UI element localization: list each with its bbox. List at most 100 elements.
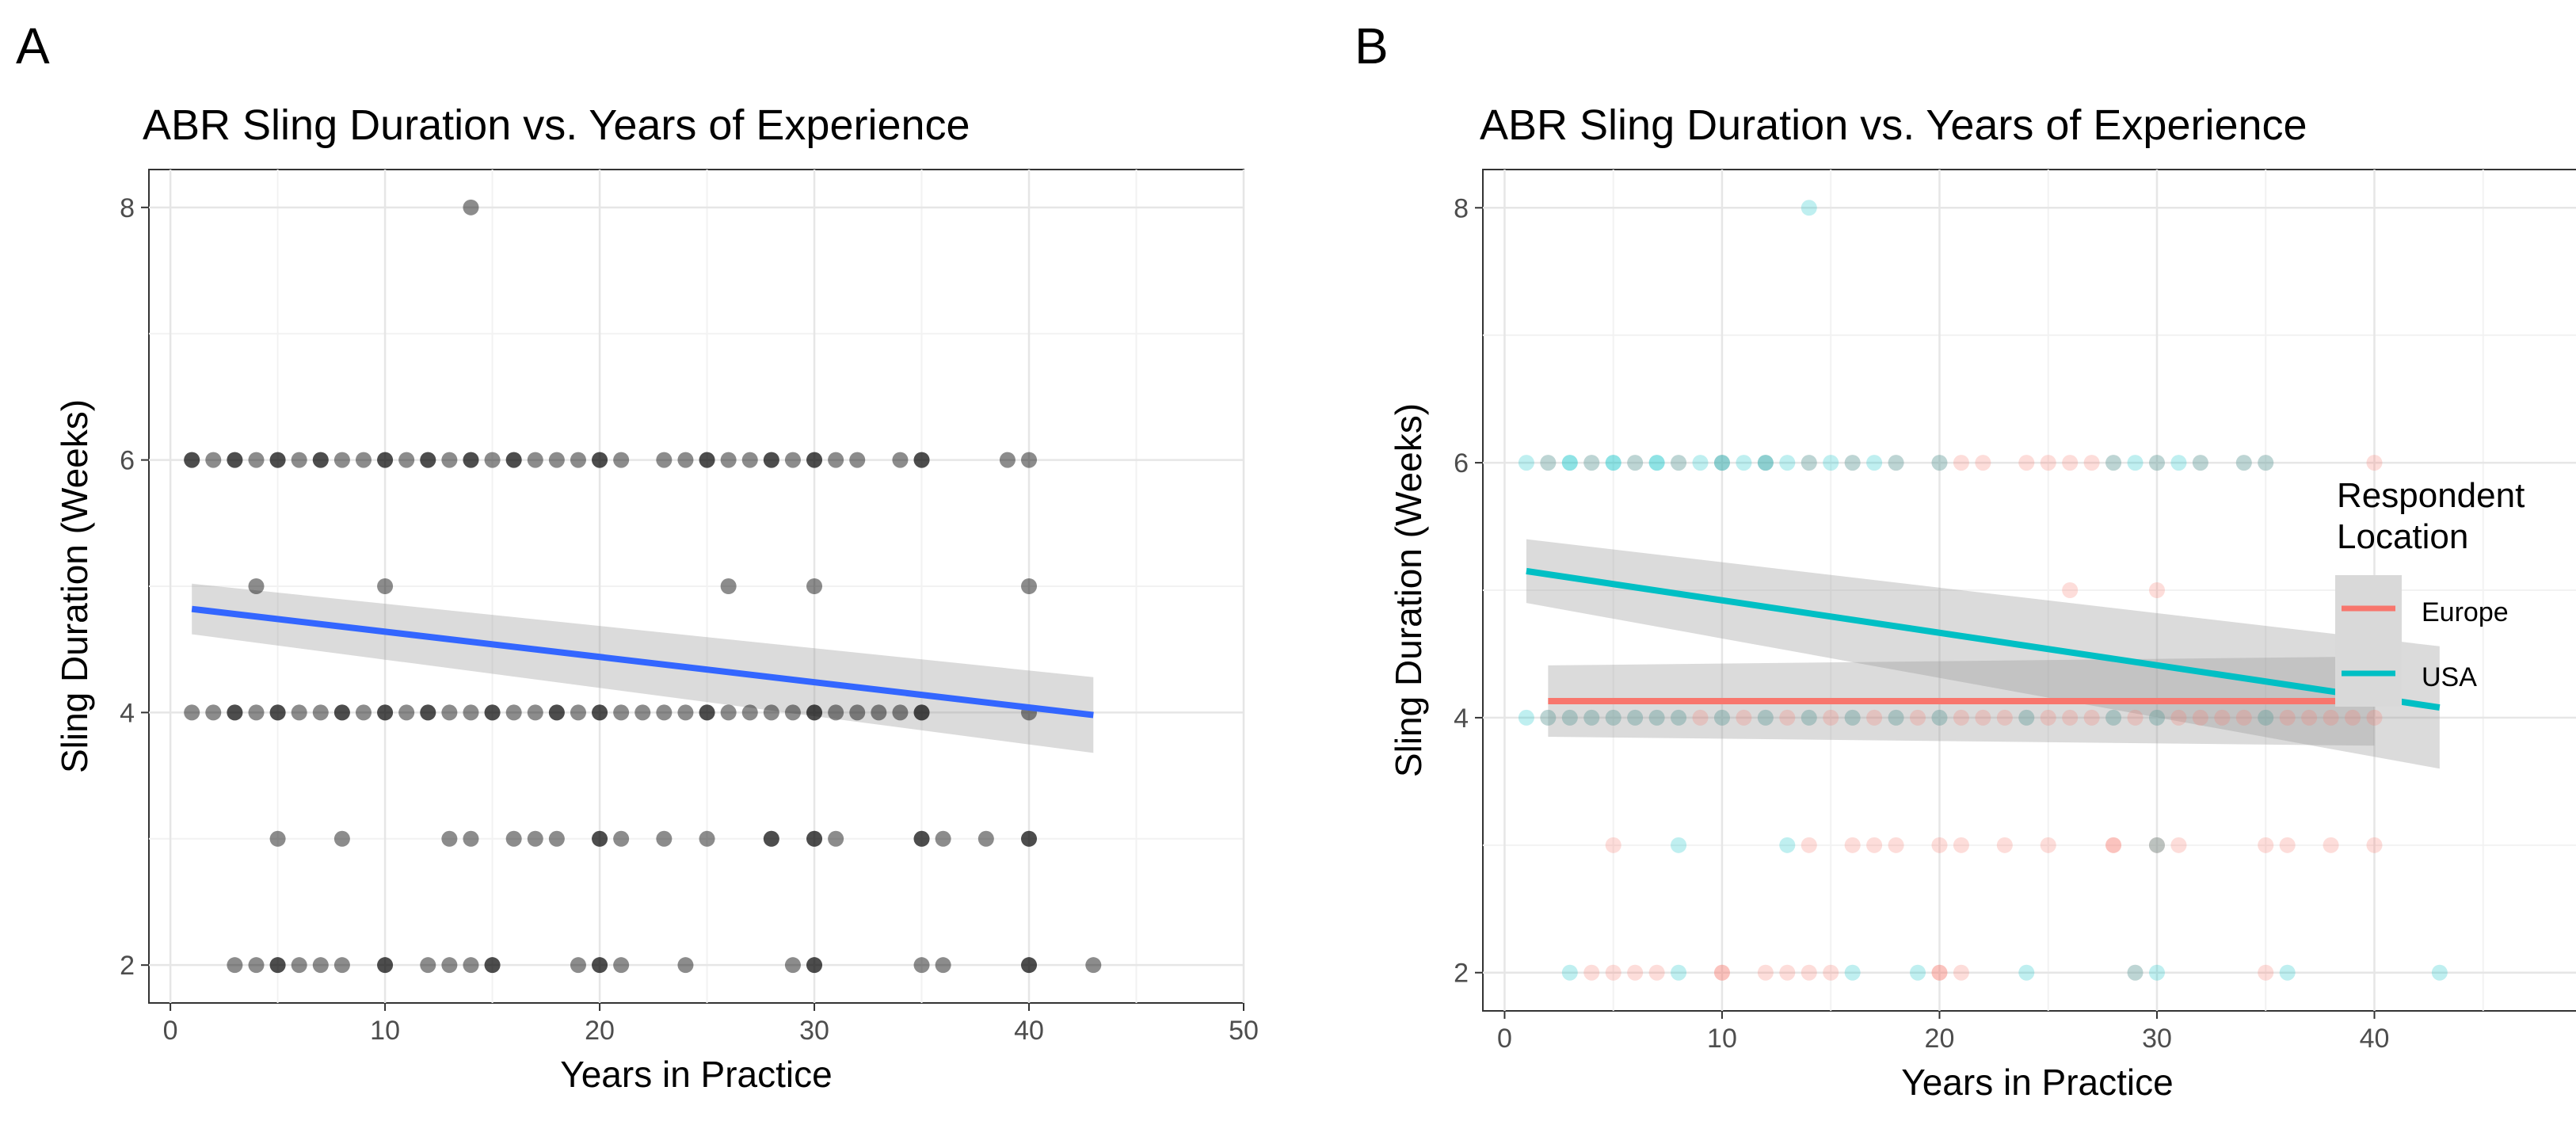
data-point-usa [1627,455,1644,471]
data-point [592,957,608,974]
panel-a-title: ABR Sling Duration vs. Years of Experien… [143,101,970,149]
data-point-europe [1953,837,1969,853]
data-point [720,578,737,594]
data-point-usa [1866,455,1883,471]
data-point-europe [2127,709,2143,726]
data-point-usa [1757,709,1774,726]
data-point [484,452,501,468]
data-point [420,452,436,468]
data-point-europe [2235,455,2252,471]
data-point-usa [1605,455,1621,471]
x-tick-label: 50 [1229,1016,1259,1046]
data-point [227,452,243,468]
legend: Respondent Location Europe USA [2335,476,2525,707]
data-point [505,452,522,468]
data-point-europe [2192,455,2208,471]
data-point [333,452,350,468]
data-point [784,704,801,721]
data-point-usa [1540,709,1557,726]
data-point [420,957,436,974]
data-point [312,452,329,468]
data-point [935,957,951,974]
data-point [463,452,479,468]
data-point-europe [2040,709,2056,726]
legend-label-europe: Europe [2422,597,2509,627]
data-point [763,704,779,721]
data-point-europe [2148,582,2165,598]
data-point-europe [1931,837,1948,853]
data-point-usa [1931,709,1948,726]
data-point-usa [2235,455,2252,471]
data-point [892,704,909,721]
data-point-europe [1888,455,1904,471]
data-point-europe [1605,837,1621,853]
data-point-europe [1888,837,1904,853]
data-point-europe [1713,709,1730,726]
data-point-europe [2040,455,2056,471]
data-point [763,452,779,468]
data-point-usa [1888,455,1904,471]
data-point [527,830,543,847]
data-point-europe [1713,964,1730,981]
data-point-usa [2258,709,2274,726]
data-point [656,704,673,721]
data-point-europe [1757,964,1774,981]
data-point-europe [2323,709,2339,726]
y-tick-label: 8 [120,193,135,223]
data-point-europe [1627,709,1644,726]
data-point [806,830,823,847]
data-point [699,704,715,721]
data-point-usa [1671,455,1687,471]
data-point [377,452,394,468]
data-point [913,704,930,721]
data-point-europe [1757,455,1774,471]
data-point-europe [1736,709,1752,726]
data-point-europe [1801,964,1817,981]
data-point [312,957,329,974]
data-point [269,957,286,974]
data-point [377,452,394,468]
data-point-usa [1692,455,1709,471]
data-point-usa [1844,709,1861,726]
data-point-europe [2083,709,2100,726]
data-point-usa [1648,709,1665,726]
data-point-usa [2148,964,2165,981]
data-point-europe [1605,964,1621,981]
data-point [463,704,479,721]
data-point-europe [2258,964,2274,981]
data-point [269,704,286,721]
data-point-europe [1692,709,1709,726]
data-point [484,957,501,974]
data-point-europe [2258,709,2274,726]
data-point-usa [1605,709,1621,726]
panel-a-x-ticks: 0 10 20 30 40 50 [163,1003,1259,1046]
data-point-europe [1996,709,2013,726]
panel-b-x-axis-title: Years in Practice [1901,1062,2173,1103]
data-point [527,704,543,721]
data-point-europe [1996,837,2013,853]
data-point [784,957,801,974]
data-point [463,957,479,974]
data-point-europe [2105,837,2122,853]
data-point [806,452,823,468]
data-point [741,452,758,468]
legend-label-usa: USA [2422,662,2477,692]
data-point-europe [1757,709,1774,726]
data-point-europe [2170,709,2187,726]
data-point [806,957,823,974]
data-point [871,704,887,721]
data-point [828,452,844,468]
data-point-usa [1888,709,1904,726]
data-point-europe [2148,837,2165,853]
x-tick-label: 10 [370,1016,400,1046]
x-tick-label: 0 [163,1016,178,1046]
data-point [677,704,694,721]
data-point [312,704,329,721]
data-point-europe [1801,837,1817,853]
data-point-usa [1713,709,1730,726]
data-point [441,452,458,468]
data-point-usa [1801,709,1817,726]
y-tick-label: 6 [120,446,135,476]
data-point [377,704,394,721]
